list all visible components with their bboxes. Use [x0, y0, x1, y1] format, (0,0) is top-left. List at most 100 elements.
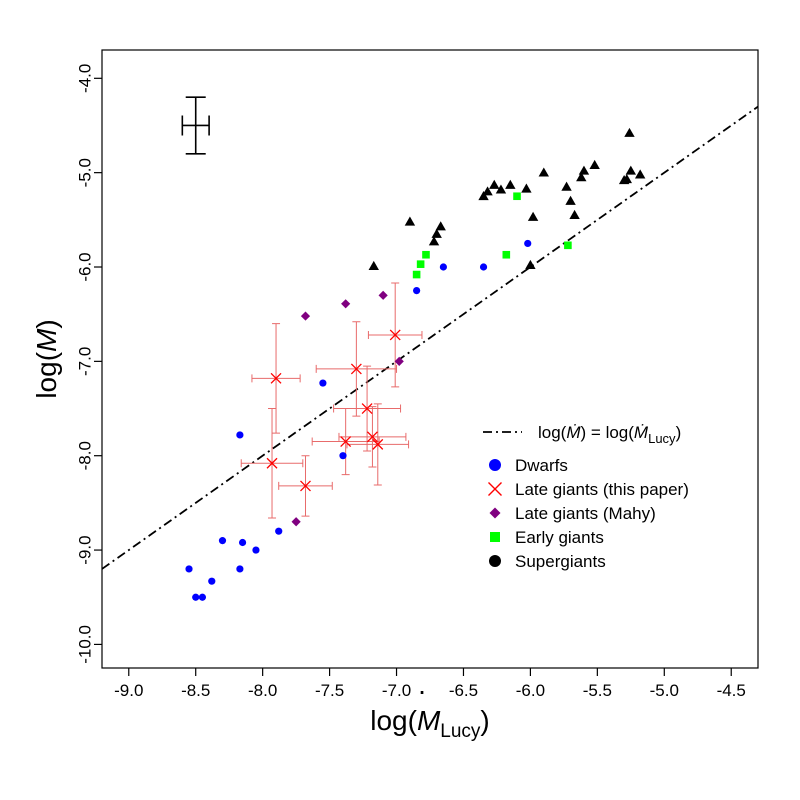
- supergiants-point: [368, 260, 379, 270]
- supergiants-point: [576, 172, 587, 182]
- x-axis-subscript: Lucy: [440, 721, 481, 742]
- late-giants-this-paper-point: [266, 457, 278, 469]
- supergiants-point: [527, 211, 539, 221]
- y-tick-label: -5.0: [75, 158, 94, 187]
- legend: log(Ṁ) = log(ṀLucy) Dwarfs Late giants (t…: [483, 423, 689, 571]
- dwarfs-point: [524, 239, 532, 248]
- x-axis-dot: ·: [417, 675, 426, 706]
- legend-label-early-giants: Early giants: [515, 528, 604, 547]
- supergiants-point: [489, 179, 500, 189]
- x-tick-label: -6.0: [516, 681, 545, 700]
- y-axis-mdot-symbol: M: [31, 328, 62, 352]
- x-tick-label: -8.5: [181, 681, 210, 700]
- x-axis-title: log(MLucy): [370, 705, 490, 742]
- dwarfs-point: [236, 431, 244, 439]
- x-tick-label: -4.5: [717, 681, 746, 700]
- dwarfs-point: [238, 538, 247, 547]
- dwarfs-point: [185, 565, 193, 573]
- late-giants-this-paper-point: [350, 363, 362, 375]
- supergiants-point: [525, 259, 536, 270]
- typical-error-bar: [181, 96, 210, 155]
- supergiants-point: [578, 165, 590, 175]
- late-giants-this-paper-point: [340, 436, 352, 448]
- supergiants-point: [478, 191, 489, 201]
- legend-label-dwarfs: Dwarfs: [515, 456, 568, 475]
- y-tick-label: -6.0: [75, 252, 94, 281]
- dwarfs-point: [218, 537, 227, 545]
- supergiants-point: [538, 167, 549, 177]
- y-tick-label: -8.0: [75, 441, 94, 470]
- dwarfs-point: [236, 565, 244, 573]
- late-giants-this-paper-point: [361, 403, 373, 414]
- supergiants-point: [521, 183, 532, 193]
- late-giants-this-paper-point: [372, 438, 384, 450]
- y-tick-label: -10.0: [75, 625, 94, 664]
- x-tick-label: -7.0: [382, 681, 411, 700]
- supergiants-point: [634, 169, 646, 179]
- legend-label-late-giants-this-paper: Late giants (this paper): [515, 480, 689, 499]
- legend-label-late-giants-mahy: Late giants (Mahy): [515, 504, 656, 523]
- legend-label-supergiants: Supergiants: [515, 552, 606, 571]
- early-giants-point: [412, 270, 421, 279]
- dwarfs-point: [439, 263, 447, 271]
- y-tick-label: -4.0: [75, 64, 94, 93]
- early-giants-point: [422, 250, 430, 259]
- supergiants-point: [561, 181, 572, 191]
- dwarfs-point: [319, 379, 327, 387]
- late-giants-this-paper-point: [366, 431, 378, 443]
- x-tick-label: -5.5: [583, 681, 612, 700]
- dwarfs-point: [198, 593, 207, 601]
- supergiants-point: [482, 186, 493, 196]
- legend-key-dwarfs: [489, 459, 501, 471]
- supergiants-point: [495, 184, 507, 194]
- x-tick-label: -8.0: [248, 681, 277, 700]
- x-axis-mdot-symbol: M: [417, 705, 441, 736]
- late-giants-this-paper-point: [389, 329, 401, 341]
- supergiants-point: [428, 236, 440, 246]
- legend-key-late-giants-this-paper: [488, 482, 502, 496]
- supergiants-point: [431, 228, 442, 238]
- supergiants-point: [569, 209, 580, 220]
- late-giants-mahy-point: [378, 290, 388, 300]
- y-tick-label: -9.0: [75, 535, 94, 564]
- plot-frame: [101, 49, 759, 669]
- early-giants-point: [416, 260, 425, 268]
- late-giants-mahy-point: [341, 299, 351, 309]
- y-axis-title: log(M): [31, 319, 62, 398]
- y-tick-label: -7.0: [75, 347, 94, 376]
- reference-line: [101, 105, 759, 570]
- late-giants-this-paper-point: [300, 480, 311, 492]
- early-giants-point: [513, 192, 521, 201]
- late-giants-mahy-point: [394, 356, 404, 366]
- late-giants-this-paper-point: [270, 372, 282, 384]
- late-giants-mahy-point: [291, 517, 301, 527]
- legend-key-supergiants: [489, 555, 501, 567]
- dwarfs-point: [413, 286, 421, 295]
- supergiants-point: [625, 165, 637, 175]
- legend-key-early-giants: [490, 532, 500, 542]
- supergiants-point: [404, 216, 416, 226]
- early-giants-point: [564, 241, 572, 250]
- dwarfs-point: [275, 527, 283, 535]
- supergiants-point: [589, 159, 600, 170]
- legend-reference-line-label: log(Ṁ) = log(ṀLucy): [538, 423, 681, 446]
- late-giants-mahy-point: [300, 311, 311, 321]
- dwarfs-point: [208, 577, 216, 585]
- supergiants-point: [505, 179, 516, 189]
- dwarfs-point: [192, 593, 200, 601]
- x-tick-label: -5.0: [650, 681, 679, 700]
- supergiants-point: [621, 174, 632, 184]
- dwarfs-point: [339, 452, 347, 460]
- supergiants-point: [435, 221, 446, 231]
- legend-key-late-giants-mahy: [489, 507, 501, 519]
- early-giants-point: [502, 250, 511, 259]
- supergiants-point: [565, 195, 576, 205]
- supergiants-point: [624, 127, 635, 137]
- x-tick-label: -7.5: [315, 681, 344, 700]
- typical-error-cross: [181, 96, 210, 155]
- dwarfs-point: [252, 546, 260, 554]
- dwarfs-point: [479, 263, 488, 271]
- x-tick-label: -6.5: [449, 681, 478, 700]
- x-tick-label: -9.0: [114, 681, 143, 700]
